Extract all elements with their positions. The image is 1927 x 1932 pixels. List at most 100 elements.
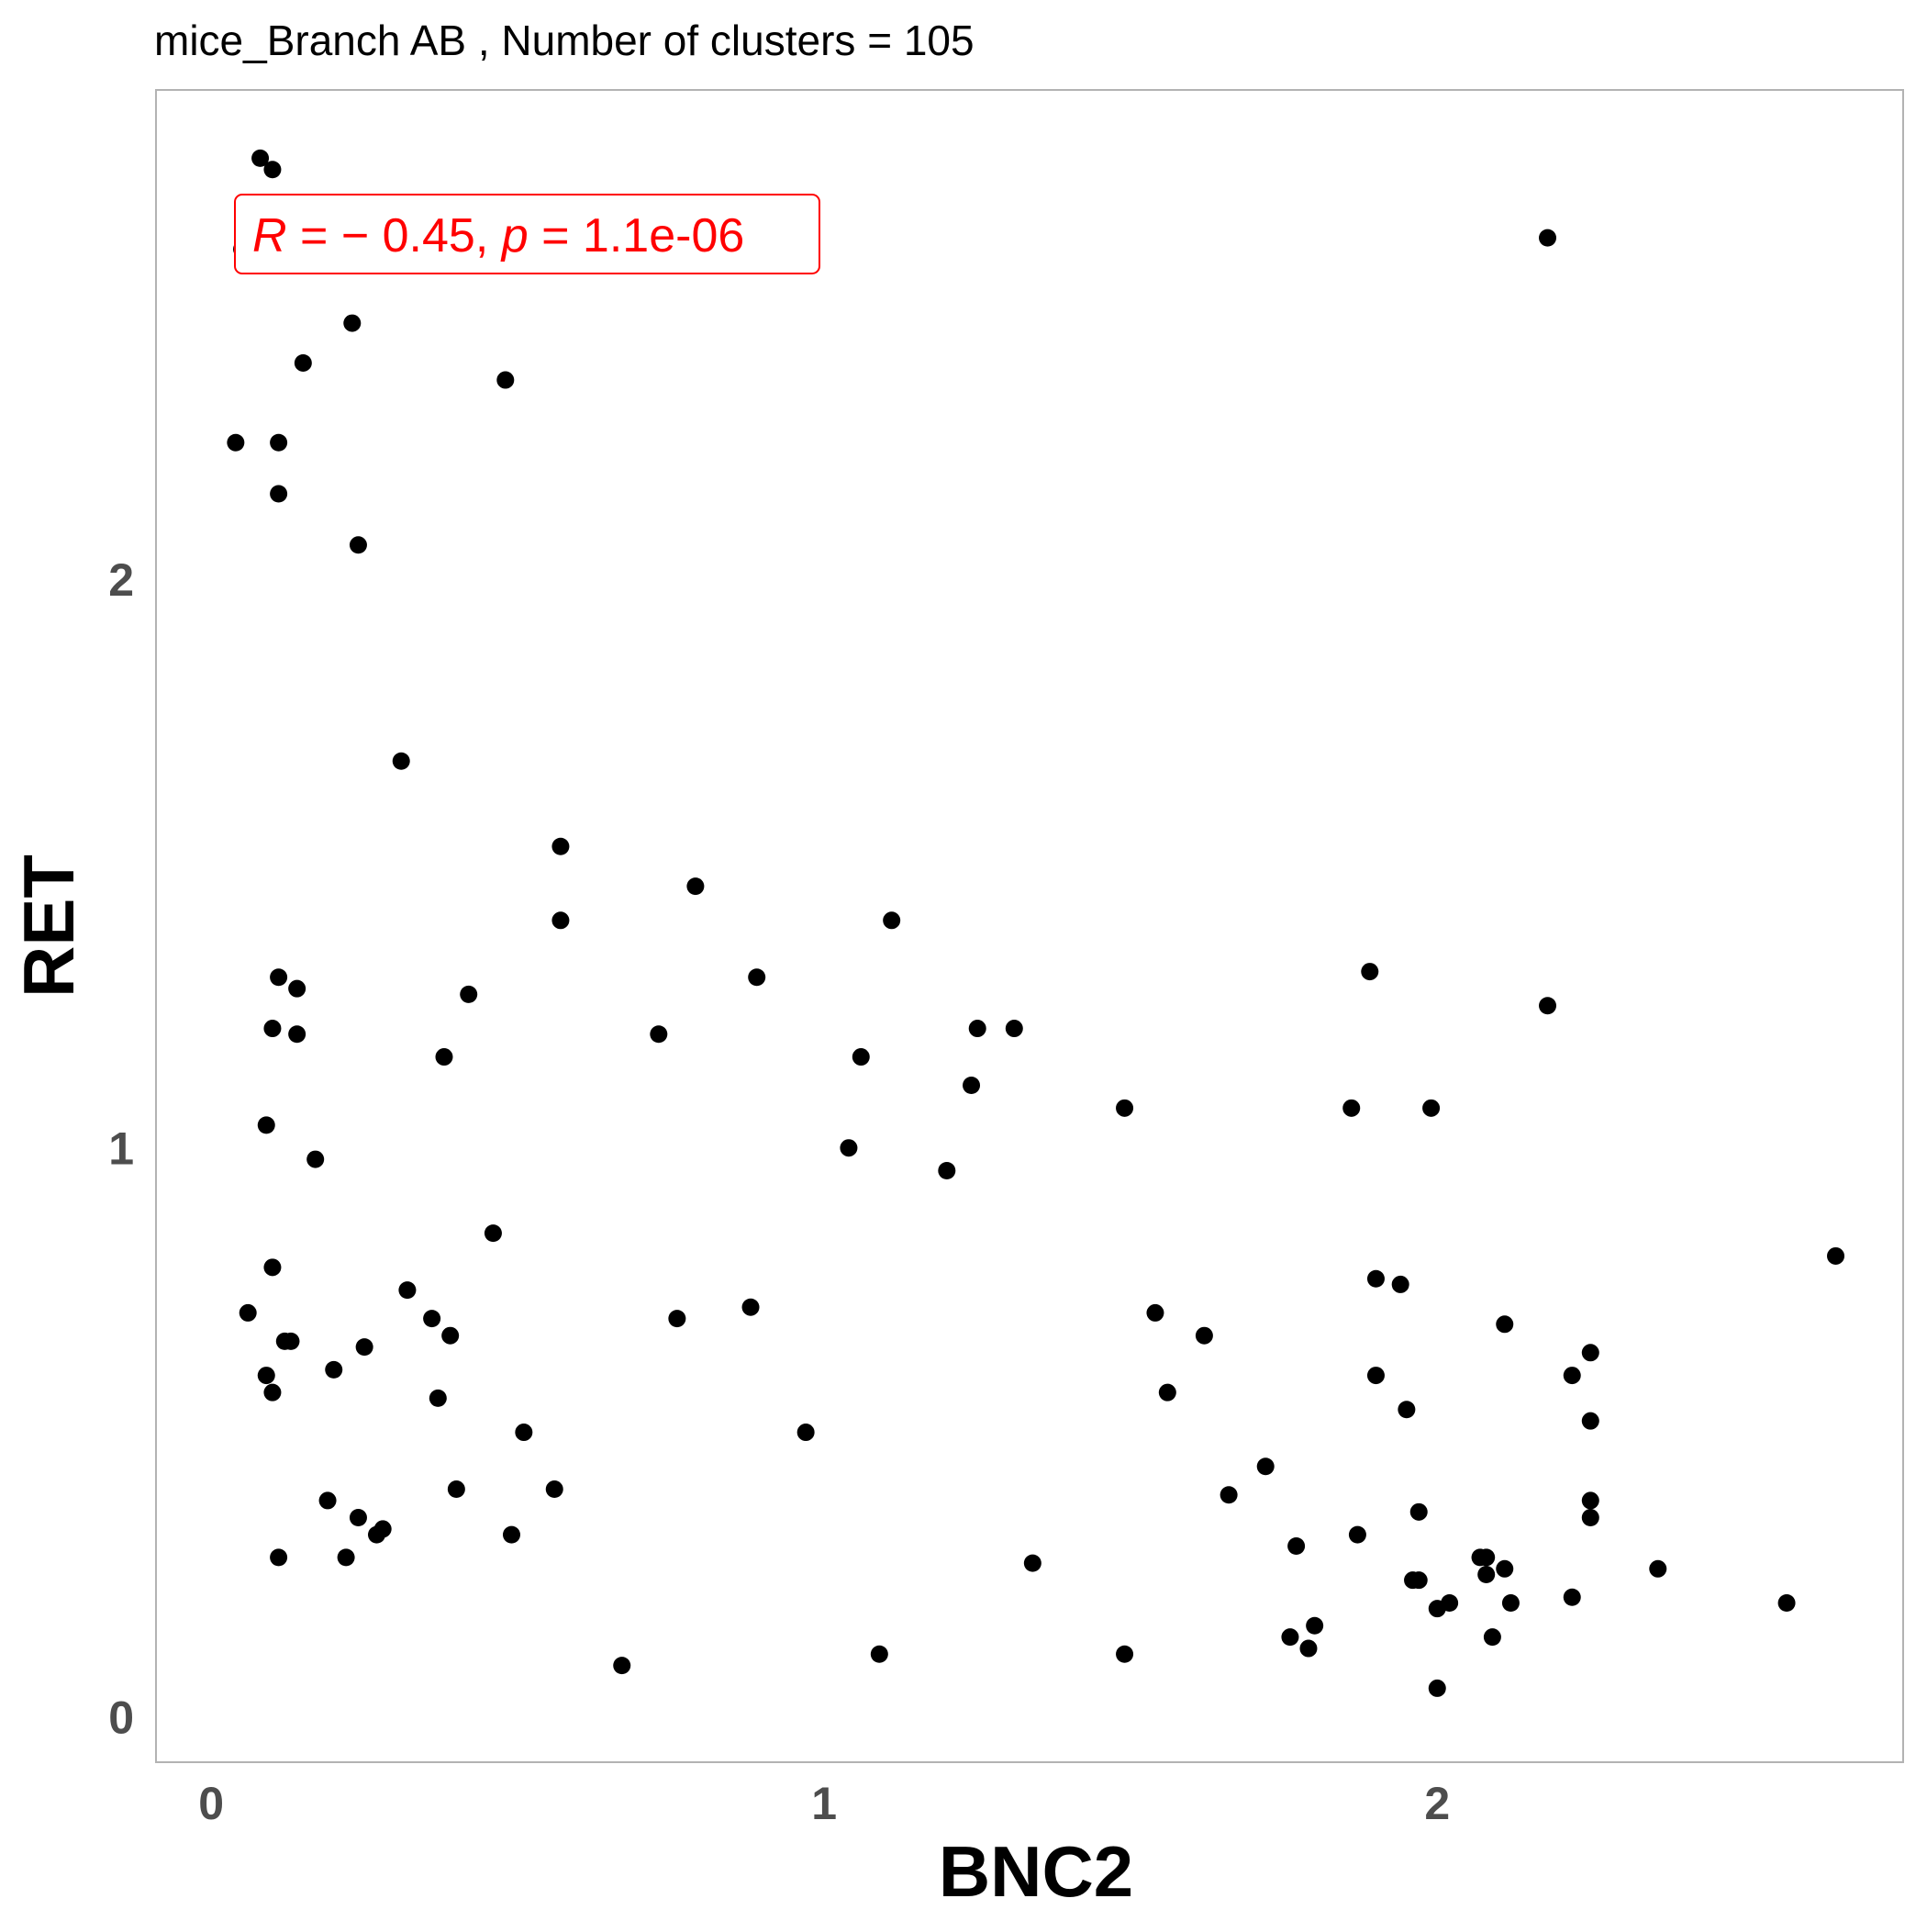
- data-point: [1477, 1565, 1496, 1583]
- data-point: [1256, 1457, 1275, 1476]
- data-point: [1501, 1593, 1520, 1612]
- data-point: [1539, 997, 1557, 1015]
- annotation-text: R = − 0.45, p = 1.1e-06: [252, 209, 744, 262]
- data-point: [1563, 1588, 1581, 1606]
- data-point: [1483, 1628, 1501, 1647]
- data-point: [1306, 1616, 1324, 1635]
- data-point: [1195, 1326, 1213, 1345]
- data-point: [1116, 1645, 1134, 1663]
- data-point: [1777, 1593, 1796, 1612]
- data-point: [263, 161, 282, 179]
- data-point: [435, 1048, 453, 1067]
- data-point: [429, 1389, 447, 1407]
- data-point: [349, 1509, 367, 1527]
- data-point: [796, 1424, 815, 1442]
- data-point: [515, 1424, 533, 1442]
- data-point: [1281, 1628, 1299, 1647]
- data-point: [484, 1224, 502, 1243]
- data-point: [1581, 1491, 1599, 1510]
- data-point: [1581, 1412, 1599, 1430]
- data-point: [1023, 1554, 1041, 1572]
- data-point: [251, 149, 270, 167]
- plot-panel: [155, 89, 1904, 1763]
- data-point: [343, 314, 362, 332]
- data-point: [963, 1077, 981, 1095]
- data-point: [496, 371, 515, 389]
- data-point: [1366, 1367, 1385, 1385]
- annotation-box: [234, 194, 820, 274]
- data-point: [294, 353, 312, 372]
- data-point: [1428, 1600, 1446, 1618]
- data-point: [1398, 1401, 1416, 1419]
- data-point: [460, 985, 478, 1003]
- data-point: [270, 1548, 288, 1567]
- data-point: [398, 1281, 417, 1300]
- data-point: [1428, 1679, 1446, 1697]
- data-point: [1496, 1559, 1514, 1578]
- data-point: [1581, 1344, 1599, 1362]
- data-point: [1361, 963, 1379, 981]
- r-value: = − 0.45,: [287, 209, 502, 262]
- data-point: [1563, 1367, 1581, 1385]
- data-point: [1116, 1099, 1134, 1117]
- y-tick-label: 1: [108, 1123, 134, 1175]
- data-point: [263, 1020, 282, 1038]
- data-point: [551, 911, 570, 930]
- data-point: [1348, 1525, 1366, 1544]
- y-tick-label: 0: [108, 1692, 134, 1743]
- data-point: [1220, 1486, 1238, 1504]
- p-symbol: p: [500, 209, 529, 262]
- data-point: [1581, 1509, 1599, 1527]
- data-point: [263, 1383, 282, 1402]
- data-point: [840, 1139, 858, 1157]
- data-point: [392, 752, 410, 770]
- y-tick-label: 2: [108, 554, 134, 606]
- data-point: [288, 1025, 306, 1044]
- y-axis-title: RET: [8, 854, 89, 998]
- data-point: [1827, 1246, 1845, 1265]
- data-point: [870, 1645, 888, 1663]
- data-point: [1158, 1383, 1176, 1402]
- data-point: [1366, 1269, 1385, 1288]
- data-point: [368, 1525, 386, 1544]
- data-point: [650, 1025, 668, 1044]
- data-point: [502, 1525, 520, 1544]
- data-point: [883, 911, 901, 930]
- data-point: [545, 1480, 563, 1499]
- data-point: [306, 1150, 325, 1168]
- data-point: [349, 536, 367, 554]
- data-point: [282, 1332, 300, 1350]
- data-point: [1649, 1559, 1667, 1578]
- data-point: [239, 1303, 257, 1322]
- data-point: [1299, 1639, 1318, 1658]
- data-point: [447, 1480, 465, 1499]
- y-axis-ticks: 0 1 2: [108, 554, 134, 1743]
- data-point: [852, 1048, 870, 1067]
- data-point: [668, 1310, 686, 1328]
- x-axis-ticks: 0 1 2: [198, 1778, 1450, 1829]
- correlation-annotation: R = − 0.45, p = 1.1e-06: [234, 194, 820, 274]
- x-tick-label: 2: [1424, 1778, 1450, 1829]
- data-point: [288, 979, 306, 998]
- data-point: [1539, 229, 1557, 247]
- data-point: [968, 1020, 986, 1038]
- data-point: [686, 877, 705, 896]
- data-point: [1409, 1502, 1428, 1521]
- data-point: [423, 1310, 441, 1328]
- data-point: [1391, 1275, 1409, 1293]
- data-point: [355, 1338, 373, 1357]
- p-value: = 1.1e-06: [529, 209, 745, 262]
- data-point: [337, 1548, 355, 1567]
- data-point: [227, 433, 245, 452]
- data-point: [1146, 1303, 1164, 1322]
- data-point: [748, 968, 766, 987]
- data-point: [938, 1161, 956, 1179]
- data-point: [1342, 1099, 1361, 1117]
- data-point: [325, 1360, 343, 1379]
- x-tick-label: 0: [198, 1778, 224, 1829]
- data-point: [270, 433, 288, 452]
- data-point: [741, 1298, 760, 1316]
- data-point: [257, 1367, 275, 1385]
